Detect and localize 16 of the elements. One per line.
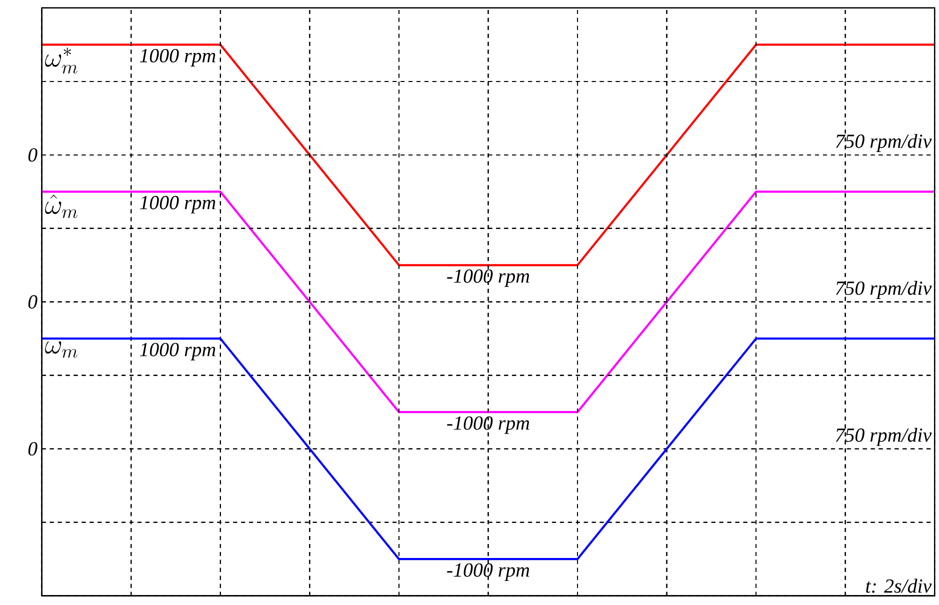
series-label: $\omega_m$ bbox=[45, 341, 78, 358]
series-label: $\hat{\omega}_m$ bbox=[45, 194, 78, 218]
text: t: 2s/div bbox=[866, 578, 932, 593]
annotation: 750 rpm/div bbox=[836, 428, 932, 446]
data-label: 1000 rpm bbox=[140, 196, 216, 214]
series-label: $\omega_m^*$ bbox=[45, 48, 78, 74]
text: 0 bbox=[28, 148, 38, 162]
data-label: -1000 rpm bbox=[447, 563, 530, 581]
annotation: 750 rpm/div bbox=[836, 134, 932, 152]
annotation: 750 rpm/div bbox=[836, 280, 932, 299]
data-label: 1000 rpm bbox=[140, 48, 216, 66]
data-label: -1000 rpm bbox=[447, 269, 530, 287]
text: 0 bbox=[28, 295, 38, 309]
data-label: -1000 rpm bbox=[447, 416, 530, 434]
text: 0 bbox=[28, 442, 38, 456]
data-label: 1000 rpm bbox=[140, 342, 216, 360]
